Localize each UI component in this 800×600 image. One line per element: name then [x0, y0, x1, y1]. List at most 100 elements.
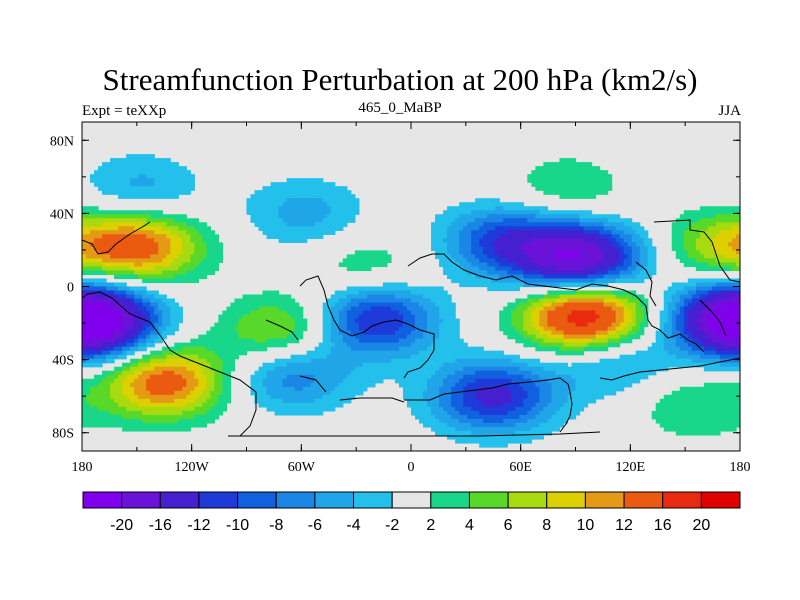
- contour-cell: [711, 214, 717, 219]
- contour-cell: [94, 234, 99, 239]
- contour-cell: [535, 262, 540, 268]
- contour-cell: [114, 178, 119, 183]
- contour-cell: [314, 190, 320, 195]
- contour-cell: [150, 342, 155, 348]
- contour-cell: [455, 266, 460, 272]
- contour-cell: [531, 266, 536, 272]
- contour-cell: [362, 306, 368, 312]
- contour-cell: [547, 222, 553, 227]
- contour-cell: [411, 286, 416, 292]
- contour-cell: [591, 310, 597, 316]
- contour-cell: [611, 262, 617, 268]
- contour-cell: [118, 262, 123, 268]
- contour-cell: [707, 210, 713, 215]
- contour-cell: [591, 230, 597, 235]
- contour-cell: [122, 250, 127, 255]
- contour-cell: [246, 334, 252, 340]
- contour-cell: [362, 326, 368, 332]
- contour-cell: [274, 290, 280, 296]
- contour-cell: [519, 242, 524, 247]
- contour-cell: [258, 194, 264, 199]
- contour-cell: [451, 318, 456, 324]
- contour-cell: [631, 242, 637, 247]
- contour-cell: [150, 298, 155, 304]
- contour-cell: [571, 194, 577, 199]
- contour-cell: [475, 206, 480, 211]
- contour-cell: [471, 350, 476, 356]
- contour-cell: [699, 238, 705, 243]
- contour-cell: [186, 270, 191, 276]
- contour-cell: [439, 302, 444, 308]
- contour-cell: [346, 338, 352, 344]
- contour-cell: [491, 350, 496, 356]
- contour-cell: [571, 346, 577, 352]
- contour-cell: [194, 266, 199, 272]
- contour-cell: [515, 314, 520, 320]
- contour-cell: [330, 334, 336, 340]
- contour-cell: [230, 358, 236, 364]
- contour-cell: [567, 274, 573, 280]
- contour-cell: [274, 330, 280, 336]
- contour-cell: [90, 266, 95, 272]
- contour-cell: [126, 158, 131, 163]
- contour-cell: [595, 338, 601, 344]
- contour-cell: [619, 226, 625, 231]
- contour-cell: [507, 330, 512, 336]
- contour-cell: [262, 218, 268, 223]
- contour-cell: [567, 266, 573, 272]
- contour-cell: [471, 222, 476, 227]
- contour-cell: [202, 354, 207, 360]
- contour-cell: [559, 298, 565, 304]
- contour-cell: [695, 250, 701, 255]
- contour-cell: [90, 270, 95, 276]
- contour-cell: [334, 222, 340, 227]
- contour-cell: [250, 202, 256, 207]
- contour-cell: [727, 318, 733, 324]
- contour-cell: [615, 314, 621, 320]
- contour-cell: [487, 218, 492, 223]
- contour-cell: [471, 270, 476, 276]
- contour-cell: [711, 242, 717, 247]
- contour-cell: [114, 230, 119, 235]
- contour-cell: [106, 290, 111, 296]
- contour-cell: [134, 222, 139, 227]
- contour-cell: [499, 318, 504, 324]
- contour-cell: [374, 334, 380, 340]
- contour-cell: [250, 334, 256, 340]
- contour-cell: [330, 222, 336, 227]
- contour-cell: [138, 310, 143, 316]
- contour-cell: [539, 262, 544, 268]
- contour-cell: [527, 230, 532, 235]
- contour-cell: [631, 258, 637, 264]
- contour-cell: [102, 238, 107, 243]
- contour-cell: [719, 318, 725, 324]
- contour-cell: [563, 254, 569, 260]
- contour-cell: [515, 286, 520, 292]
- contour-cell: [579, 326, 585, 332]
- contour-cell: [194, 338, 199, 344]
- contour-cell: [82, 342, 87, 348]
- contour-cell: [390, 350, 396, 356]
- contour-cell: [463, 354, 468, 360]
- contour-cell: [555, 298, 561, 304]
- contour-cell: [154, 238, 159, 243]
- contour-cell: [142, 178, 147, 183]
- contour-cell: [599, 290, 605, 296]
- contour-cell: [499, 274, 504, 280]
- contour-cell: [338, 354, 344, 360]
- contour-cell: [254, 198, 260, 203]
- contour-cell: [579, 314, 585, 320]
- contour-cell: [166, 262, 171, 268]
- contour-cell: [266, 234, 272, 239]
- contour-cell: [507, 222, 512, 227]
- contour-cell: [202, 246, 207, 251]
- contour-cell: [162, 170, 167, 175]
- contour-cell: [186, 358, 191, 364]
- contour-cell: [170, 226, 175, 231]
- contour-cell: [627, 258, 633, 264]
- contour-cell: [551, 222, 557, 227]
- contour-cell: [270, 306, 276, 312]
- contour-cell: [378, 358, 384, 364]
- contour-cell: [406, 314, 412, 320]
- contour-cell: [655, 338, 661, 344]
